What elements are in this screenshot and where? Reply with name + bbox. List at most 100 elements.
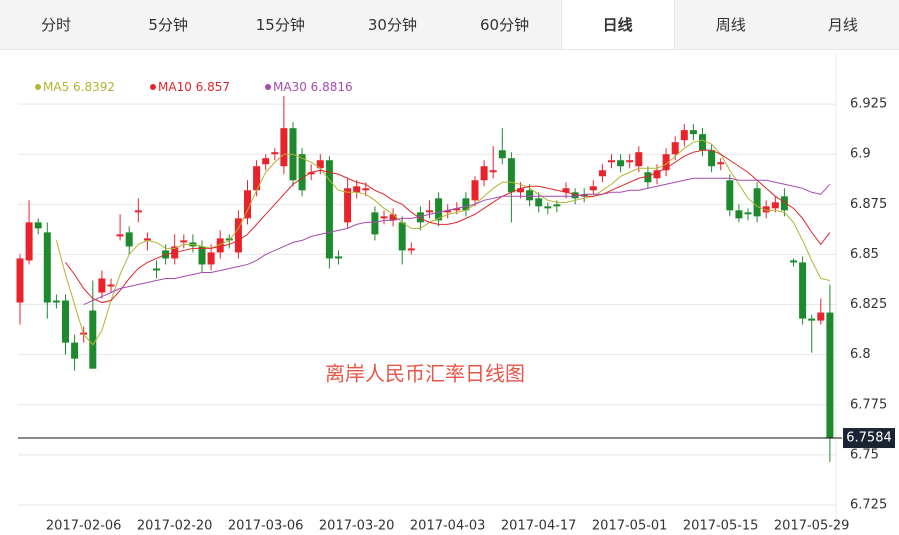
ma-line xyxy=(55,139,831,346)
legend-dot xyxy=(265,84,271,90)
y-tick-label: 6.85 xyxy=(850,247,879,262)
x-tick-label: 2017-02-20 xyxy=(137,519,213,534)
candle-body xyxy=(699,134,706,151)
legend-value: 6.8816 xyxy=(311,80,353,94)
candle-body xyxy=(626,160,634,163)
x-tick-label: 2017-04-17 xyxy=(501,519,577,534)
tab[interactable]: 周线 xyxy=(715,16,746,34)
x-tick-label: 2017-03-20 xyxy=(319,519,395,534)
candle-body xyxy=(380,216,388,219)
legend-label: MA10 6.857 xyxy=(158,80,230,94)
candle-body xyxy=(726,180,734,211)
candle-body xyxy=(253,166,261,191)
candle-body xyxy=(307,172,315,175)
tab[interactable]: 月线 xyxy=(827,16,858,34)
candle-body xyxy=(335,256,342,259)
candle-body xyxy=(608,160,615,163)
legend-name: MA10 xyxy=(158,80,192,94)
candle-body xyxy=(62,300,69,343)
candle-body xyxy=(262,158,270,165)
candle-body xyxy=(562,188,570,193)
candle-body xyxy=(180,240,188,243)
x-tick-label: 2017-03-06 xyxy=(228,519,304,534)
candle-body xyxy=(517,188,524,193)
candle-body xyxy=(744,212,752,215)
tab[interactable]: 5分钟 xyxy=(148,16,188,34)
candle-body xyxy=(89,310,97,369)
candle-body xyxy=(708,150,716,167)
chart: 6.725 6.75 6.775 6.8 6.825 6.85 6.875 6.9 6.925 2… xyxy=(16,54,895,535)
candle-body xyxy=(107,284,115,287)
candle-body xyxy=(43,232,51,303)
candle-body xyxy=(52,300,60,303)
period-tabs: 分时 5分钟 15分钟 30分钟 60分钟 日线 周线 月线 xyxy=(0,0,899,50)
candle-body xyxy=(435,198,443,221)
y-tick-label: 6.775 xyxy=(850,397,887,412)
y-tick-label: 6.8 xyxy=(850,347,871,362)
candle-body xyxy=(680,130,688,141)
candle-body xyxy=(389,214,397,221)
tab[interactable]: 60分钟 xyxy=(480,16,530,34)
candle-body xyxy=(526,190,534,201)
tab[interactable]: 日线 xyxy=(560,0,675,49)
candle-body xyxy=(316,160,324,169)
candle-body xyxy=(98,278,106,293)
candle-body xyxy=(462,198,470,211)
candle-body xyxy=(71,342,79,359)
candle-body xyxy=(216,238,224,253)
y-tick-label: 6.925 xyxy=(850,97,887,112)
candle-body xyxy=(16,258,24,303)
candle-body xyxy=(571,192,579,199)
candle-body xyxy=(471,180,479,201)
candle-body xyxy=(635,152,643,167)
candle-body xyxy=(544,206,552,209)
legend-name: MA5 xyxy=(43,80,69,94)
chart-title: 离岸人民币汇率日线图 xyxy=(325,362,525,386)
candle-body xyxy=(790,260,797,263)
candle-body xyxy=(780,196,788,211)
candle-body xyxy=(25,222,33,261)
x-tick-label: 2017-02-06 xyxy=(46,519,122,534)
legend-name: MA30 xyxy=(273,80,307,94)
candle-body xyxy=(644,172,652,183)
candle-body xyxy=(653,170,661,179)
candle-body xyxy=(207,252,215,265)
candle-body xyxy=(325,160,333,259)
candle-body xyxy=(416,212,424,223)
y-tick-label: 6.725 xyxy=(850,497,887,512)
candle-body xyxy=(125,232,133,247)
y-tick-label: 6.875 xyxy=(850,197,887,212)
candle-body xyxy=(480,166,488,181)
candle-body xyxy=(580,194,588,197)
candle-body xyxy=(689,130,697,135)
candle-body xyxy=(826,312,834,439)
legend-label: MA5 6.8392 xyxy=(43,80,115,94)
candle-body xyxy=(598,170,606,177)
candle-body xyxy=(717,162,725,165)
candle-body xyxy=(662,154,670,171)
y-tick-label: 6.75 xyxy=(850,447,879,462)
candle-body xyxy=(134,210,142,213)
candle-body xyxy=(498,150,506,159)
legend-value: 6.8392 xyxy=(73,80,115,94)
candle-body xyxy=(153,268,160,271)
candle-body xyxy=(225,238,233,241)
candle-body xyxy=(426,210,433,213)
tab[interactable]: 分时 xyxy=(41,16,72,34)
candle-body xyxy=(234,218,242,253)
tab[interactable]: 15分钟 xyxy=(255,16,305,34)
x-tick-label: 2017-04-03 xyxy=(410,519,486,534)
candle-body xyxy=(771,202,779,209)
candle-body xyxy=(507,158,515,193)
candle-body xyxy=(34,222,42,229)
candle-body xyxy=(407,248,415,251)
candle-body xyxy=(362,188,370,191)
tab[interactable]: 30分钟 xyxy=(367,16,417,34)
candle-body xyxy=(489,170,497,173)
ma-line xyxy=(65,149,831,304)
last-price-label: 6.7584 xyxy=(846,431,892,446)
candle-body xyxy=(298,154,306,191)
candle-body xyxy=(589,186,597,191)
candle-body xyxy=(116,234,124,237)
